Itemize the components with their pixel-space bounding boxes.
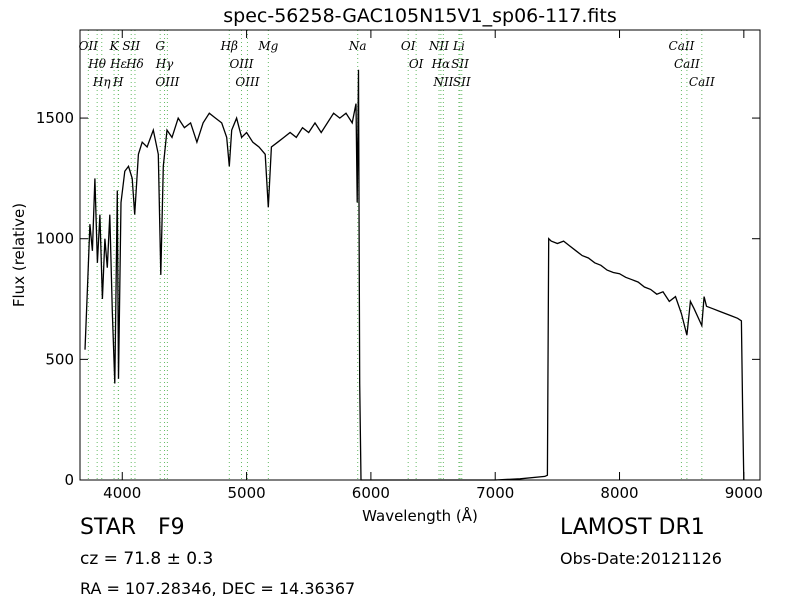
line-label: CaII [689,75,715,89]
obs-date: Obs-Date:20121126 [560,549,722,568]
line-label: Hβ [220,39,238,53]
x-tick-label: 6000 [352,484,390,502]
line-label: CaII [669,39,695,53]
x-tick-label: 7000 [476,484,514,502]
star-class: STAR [80,515,136,540]
line-label: OIII [235,75,259,89]
line-label: SII [122,39,140,53]
plot-frame [79,29,761,481]
line-label: CaII [674,57,700,71]
line-label: Li [452,39,465,53]
x-axis-label: Wavelength (Å) [362,506,478,525]
line-label: Hθ [87,57,106,71]
line-label: Na [348,39,367,53]
y-tick-label: 1000 [36,230,74,248]
line-label: H [112,75,124,89]
x-tick-label: 8000 [600,484,638,502]
y-tick-label: 1500 [36,109,74,127]
line-label: NII [428,39,449,53]
y-tick-label: 500 [45,350,74,368]
spectrum-line [84,69,745,481]
line-label: Hη [92,75,111,89]
line-label: K [109,39,120,53]
chart-title: spec-56258-GAC105N15V1_sp06-117.fits [223,5,616,27]
line-label: Hγ [155,57,174,71]
line-label: Hα [431,57,451,71]
line-label: OIII [229,57,253,71]
line-label: Hδ [125,57,144,71]
coordinates: RA = 107.28346, DEC = 14.36367 [80,579,355,598]
line-label: OI [409,57,424,71]
survey: LAMOST DR1 [560,515,705,540]
y-axis-label: Flux (relative) [10,203,28,307]
line-label: G [155,39,165,53]
line-label: Mg [257,39,278,53]
line-label: OII [79,39,99,53]
line-label: NII [432,75,453,89]
line-label: SII [451,57,469,71]
x-tick-label: 4000 [103,484,141,502]
y-tick-label: 0 [64,471,74,489]
x-tick-label: 5000 [227,484,265,502]
line-label: OIII [155,75,179,89]
line-label: SII [453,75,471,89]
star-subclass: F9 [158,515,185,540]
x-tick-label: 9000 [725,484,763,502]
line-label: Hε [109,57,127,71]
line-label: OI [401,39,416,53]
redshift: cz = 71.8 ± 0.3 [80,549,213,569]
